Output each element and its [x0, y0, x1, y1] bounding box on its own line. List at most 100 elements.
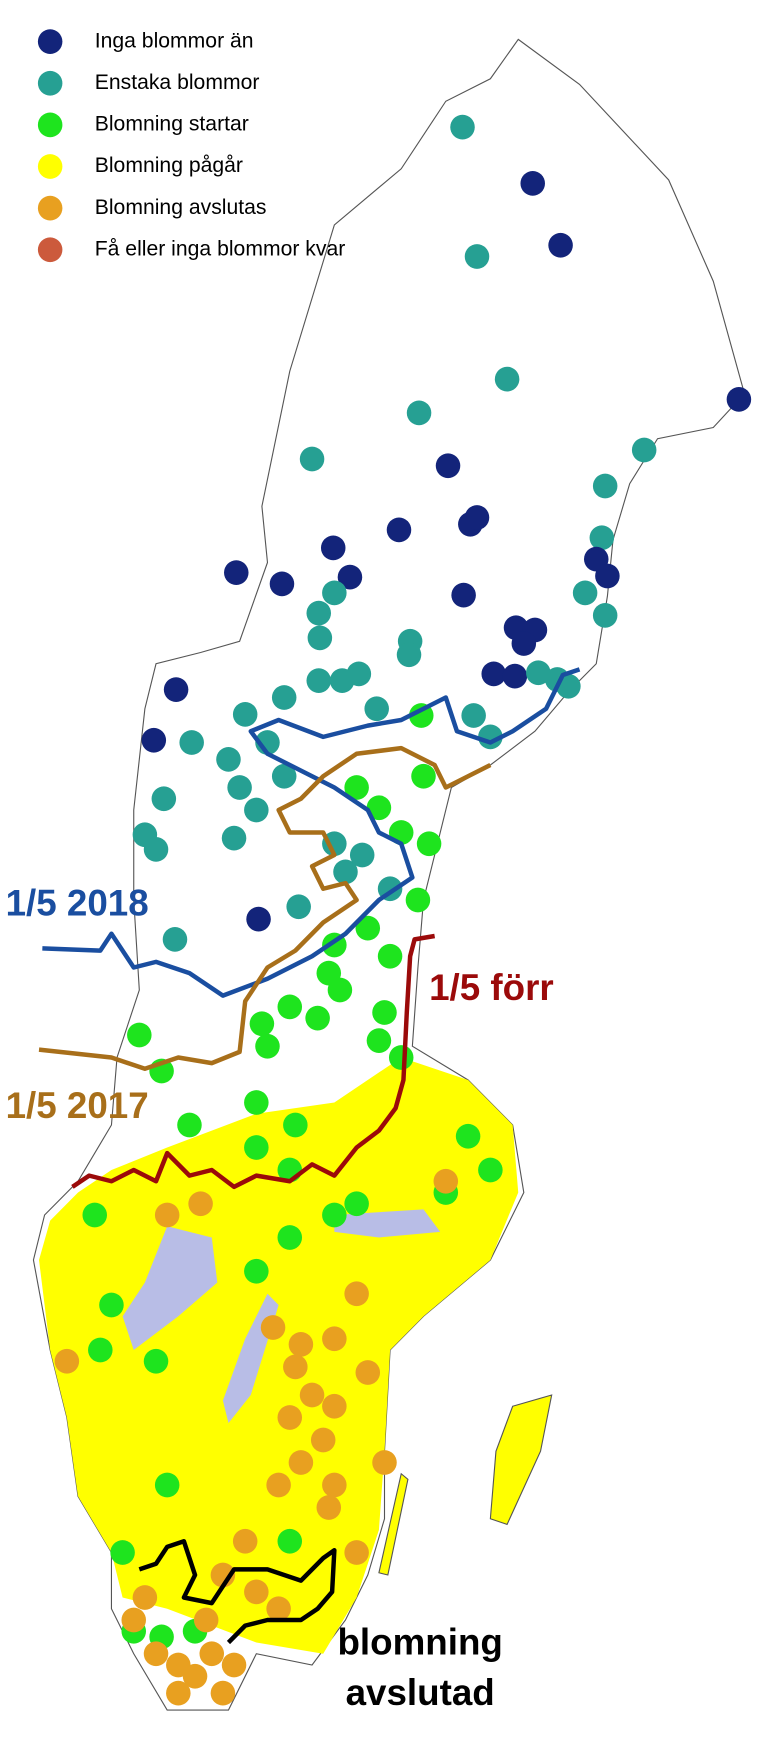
observation-dot — [306, 668, 332, 693]
observation-dot — [246, 906, 271, 932]
observation-dot — [154, 1202, 180, 1228]
observation-dot — [346, 661, 372, 687]
observation-dot — [435, 453, 461, 479]
observation-dot — [451, 582, 476, 608]
isolines — [38, 667, 581, 1645]
observation-dot — [88, 1337, 113, 1363]
legend: Inga blommor än Enstaka blommor Blomning s… — [37, 28, 346, 263]
observation-dot — [307, 625, 333, 651]
observation-dot — [526, 660, 551, 686]
observation-dot — [121, 1607, 146, 1633]
observation-dot — [344, 1281, 369, 1307]
legend-label: Få eller inga blommor kvar — [95, 236, 346, 260]
observation-dot — [249, 1011, 275, 1037]
observation-dot — [595, 563, 620, 589]
legend-label: Blomning avslutas — [95, 195, 267, 219]
observation-dot — [464, 244, 490, 269]
observation-dot — [409, 703, 434, 728]
observation-dot — [244, 797, 269, 823]
observation-dot — [244, 1579, 269, 1605]
observation-dot — [188, 1191, 213, 1217]
observation-dot — [322, 1393, 347, 1419]
observation-dot — [355, 915, 381, 941]
legend-swatch — [37, 29, 63, 54]
observation-dot — [132, 1585, 158, 1610]
observation-dot — [277, 1225, 303, 1250]
observation-dot — [127, 1022, 152, 1048]
observation-dot — [481, 661, 506, 687]
observations — [54, 114, 752, 1706]
observation-dot — [277, 994, 303, 1020]
observation-dot — [141, 727, 167, 753]
observation-dot — [166, 1680, 191, 1706]
observation-dot — [82, 1202, 107, 1228]
observation-dot — [337, 564, 363, 590]
observation-dot — [355, 1360, 381, 1385]
observation-dot — [450, 114, 475, 140]
legend-label: Enstaka blommor — [95, 70, 260, 94]
end-label: blomning — [337, 1621, 502, 1662]
observation-dot — [271, 763, 297, 789]
observation-dot — [327, 977, 353, 1003]
observation-dot — [232, 1528, 258, 1554]
observation-dot — [386, 517, 412, 543]
observation-dot — [344, 1191, 369, 1217]
observation-dot — [143, 1641, 169, 1667]
observation-dot — [366, 1028, 392, 1053]
observation-dot — [322, 1472, 347, 1498]
observation-dot — [299, 446, 325, 472]
observation-dot — [244, 1090, 269, 1115]
observation-dot — [333, 859, 358, 885]
observation-dot — [416, 831, 442, 857]
observation-dot — [232, 702, 258, 727]
isoline-normal — [71, 933, 436, 1190]
observation-dot — [322, 1326, 347, 1352]
observation-dot — [193, 1607, 219, 1633]
observation-dot — [320, 535, 346, 561]
legend-swatch — [37, 70, 63, 96]
observation-dot — [406, 400, 432, 426]
observation-dot — [631, 437, 657, 463]
observation-dot — [411, 763, 436, 789]
isoline-ended — [138, 1539, 337, 1645]
observation-dot — [377, 943, 403, 969]
legend-label: Inga blommor än — [95, 28, 254, 52]
observation-dot — [433, 1168, 459, 1194]
legend-swatch — [37, 237, 63, 263]
observation-dot — [305, 1005, 330, 1031]
observation-dot — [306, 600, 332, 626]
isoline-2018 — [42, 667, 581, 998]
legend-label: Blomning startar — [95, 111, 249, 135]
observation-dot — [266, 1472, 291, 1498]
observation-dot — [255, 1033, 280, 1059]
observation-dot — [520, 171, 545, 196]
observation-dot — [54, 1348, 80, 1374]
legend-swatch — [37, 112, 63, 138]
observation-dot — [322, 580, 347, 606]
legend-swatch — [37, 195, 63, 221]
observation-dot — [494, 366, 520, 392]
observation-dot — [502, 663, 528, 689]
observation-dot — [726, 387, 752, 412]
observation-dot — [151, 786, 177, 812]
isoline-2017 — [38, 745, 492, 1071]
observation-dot — [110, 1540, 135, 1565]
observation-dot — [179, 730, 204, 755]
observation-dot — [283, 1354, 308, 1380]
observation-dot — [286, 894, 311, 920]
annotation: 1/5 2017 — [6, 1085, 149, 1126]
observation-dot — [405, 887, 431, 913]
observation-dot — [244, 1135, 269, 1160]
observation-dot — [464, 505, 490, 530]
annotation: 1/5 2018 — [6, 882, 149, 923]
observation-dot — [221, 825, 247, 851]
observation-dot — [310, 1427, 336, 1453]
observation-dot — [182, 1663, 208, 1689]
oland — [378, 1472, 409, 1576]
observation-dot — [388, 1045, 414, 1070]
observation-dot — [592, 603, 618, 628]
observation-dot — [322, 831, 347, 857]
observation-dot — [461, 703, 486, 728]
observation-dot — [288, 1332, 314, 1357]
